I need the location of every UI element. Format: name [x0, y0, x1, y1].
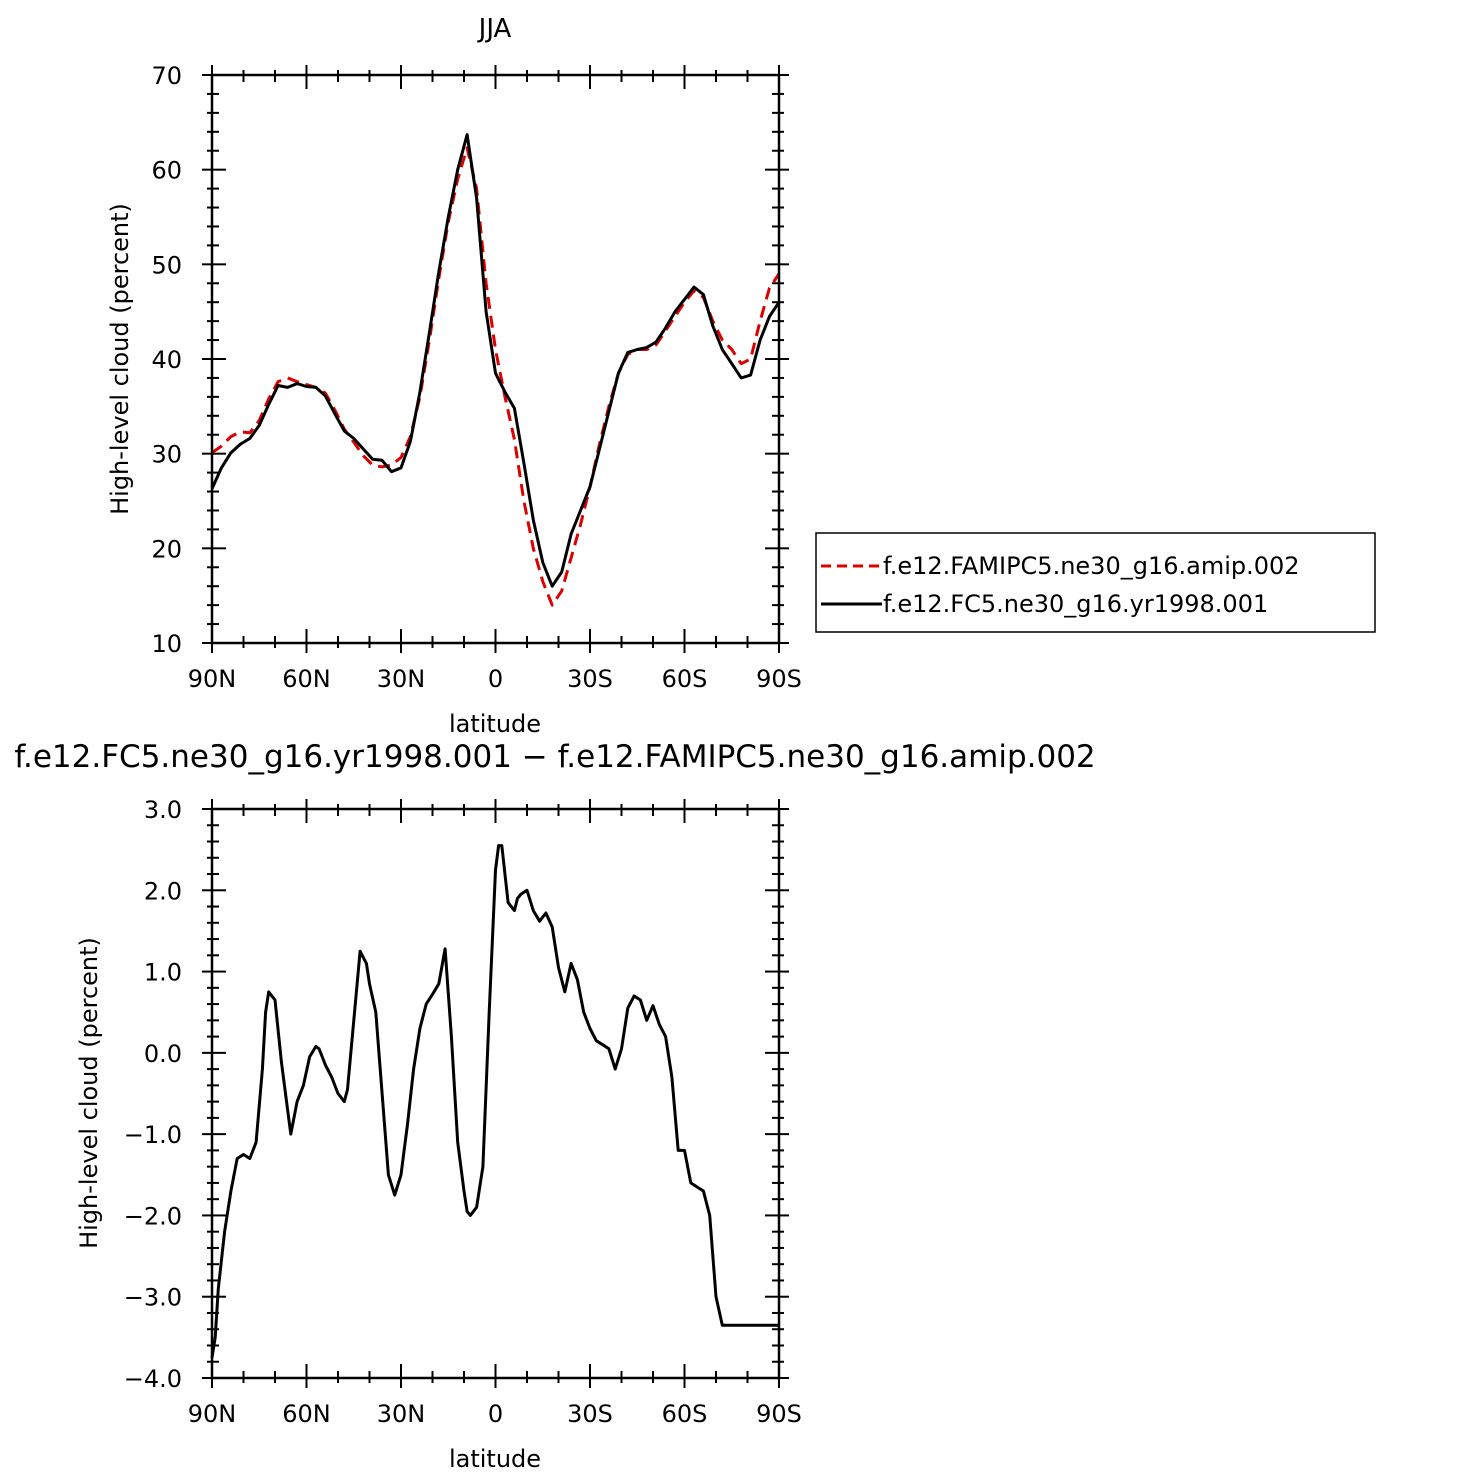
chart-top-frame — [210, 73, 781, 645]
chart-top-series-line-0 — [211, 146, 781, 607]
y-tick-label: −4.0 — [124, 1365, 182, 1393]
legend-label-amip: f.e12.FAMIPC5.ne30_g16.amip.002 — [883, 552, 1300, 580]
y-tick-label: 2.0 — [144, 877, 182, 905]
x-tick-label: 30N — [377, 1400, 426, 1428]
y-tick-label: 40 — [151, 346, 182, 374]
chart-top-ticks: 90N 60N 30N 0 30S 60S 90S 10 20 30 40 50 60 70 — [151, 62, 801, 693]
x-tick-label: 0 — [488, 1400, 503, 1428]
y-tick-label: 1.0 — [144, 959, 182, 987]
y-tick-label: 10 — [151, 630, 182, 658]
chart-bottom-xlabel: latitude — [449, 1445, 541, 1473]
chart-top-series-line-1 — [210, 133, 781, 588]
x-tick-label: 60N — [282, 665, 331, 693]
legend-label-fc5: f.e12.FC5.ne30_g16.yr1998.001 — [883, 590, 1268, 618]
y-tick-label: −2.0 — [124, 1202, 182, 1230]
chart-top-ylabel: High-level cloud (percent) — [106, 203, 134, 515]
x-tick-label: 0 — [488, 665, 503, 693]
legend: f.e12.FAMIPC5.ne30_g16.amip.002 f.e12.FC… — [815, 532, 1376, 633]
y-tick-label: 70 — [151, 62, 182, 90]
y-tick-label: −3.0 — [124, 1284, 182, 1312]
x-tick-label: 60S — [662, 1400, 708, 1428]
chart-top-title: JJA — [477, 14, 512, 44]
y-tick-label: 30 — [151, 441, 182, 469]
x-tick-label: 60S — [662, 665, 708, 693]
chart-top-series — [210, 133, 781, 607]
chart-top-xlabel: latitude — [449, 710, 541, 738]
y-tick-label: −1.0 — [124, 1121, 182, 1149]
x-tick-label: 30S — [567, 1400, 613, 1428]
legend-box — [815, 532, 1376, 633]
x-tick-label: 90N — [188, 665, 237, 693]
x-tick-label: 30N — [377, 665, 426, 693]
chart-bottom: f.e12.FC5.ne30_g16.yr1998.001 − f.e12.FA… — [14, 739, 1095, 1473]
y-tick-label: 50 — [151, 251, 182, 279]
x-tick-label: 30S — [567, 665, 613, 693]
x-tick-label: 90S — [756, 665, 802, 693]
chart-bottom-ticks: 90N 60N 30N 0 30S 60S 90S −4.0 −3.0 −2.0 −1.0 0.0 1.… — [124, 796, 802, 1428]
x-tick-label: 90S — [756, 1400, 802, 1428]
y-tick-label: 3.0 — [144, 796, 182, 824]
chart-bottom-series — [210, 844, 779, 1358]
y-tick-label: 0.0 — [144, 1040, 182, 1068]
chart-bottom-series-line-0 — [210, 844, 779, 1358]
chart-bottom-ylabel: High-level cloud (percent) — [75, 937, 103, 1249]
y-tick-label: 20 — [151, 535, 182, 563]
y-tick-label: 60 — [151, 157, 182, 185]
chart-bottom-frame — [210, 807, 781, 1380]
chart-top: JJA 90N 60N 30N 0 30S 60S 90S 10 20 30 40 50 60 70 la… — [106, 14, 802, 738]
x-tick-label: 90N — [188, 1400, 237, 1428]
chart-bottom-title: f.e12.FC5.ne30_g16.yr1998.001 − f.e12.FA… — [14, 739, 1095, 775]
x-tick-label: 60N — [282, 1400, 331, 1428]
